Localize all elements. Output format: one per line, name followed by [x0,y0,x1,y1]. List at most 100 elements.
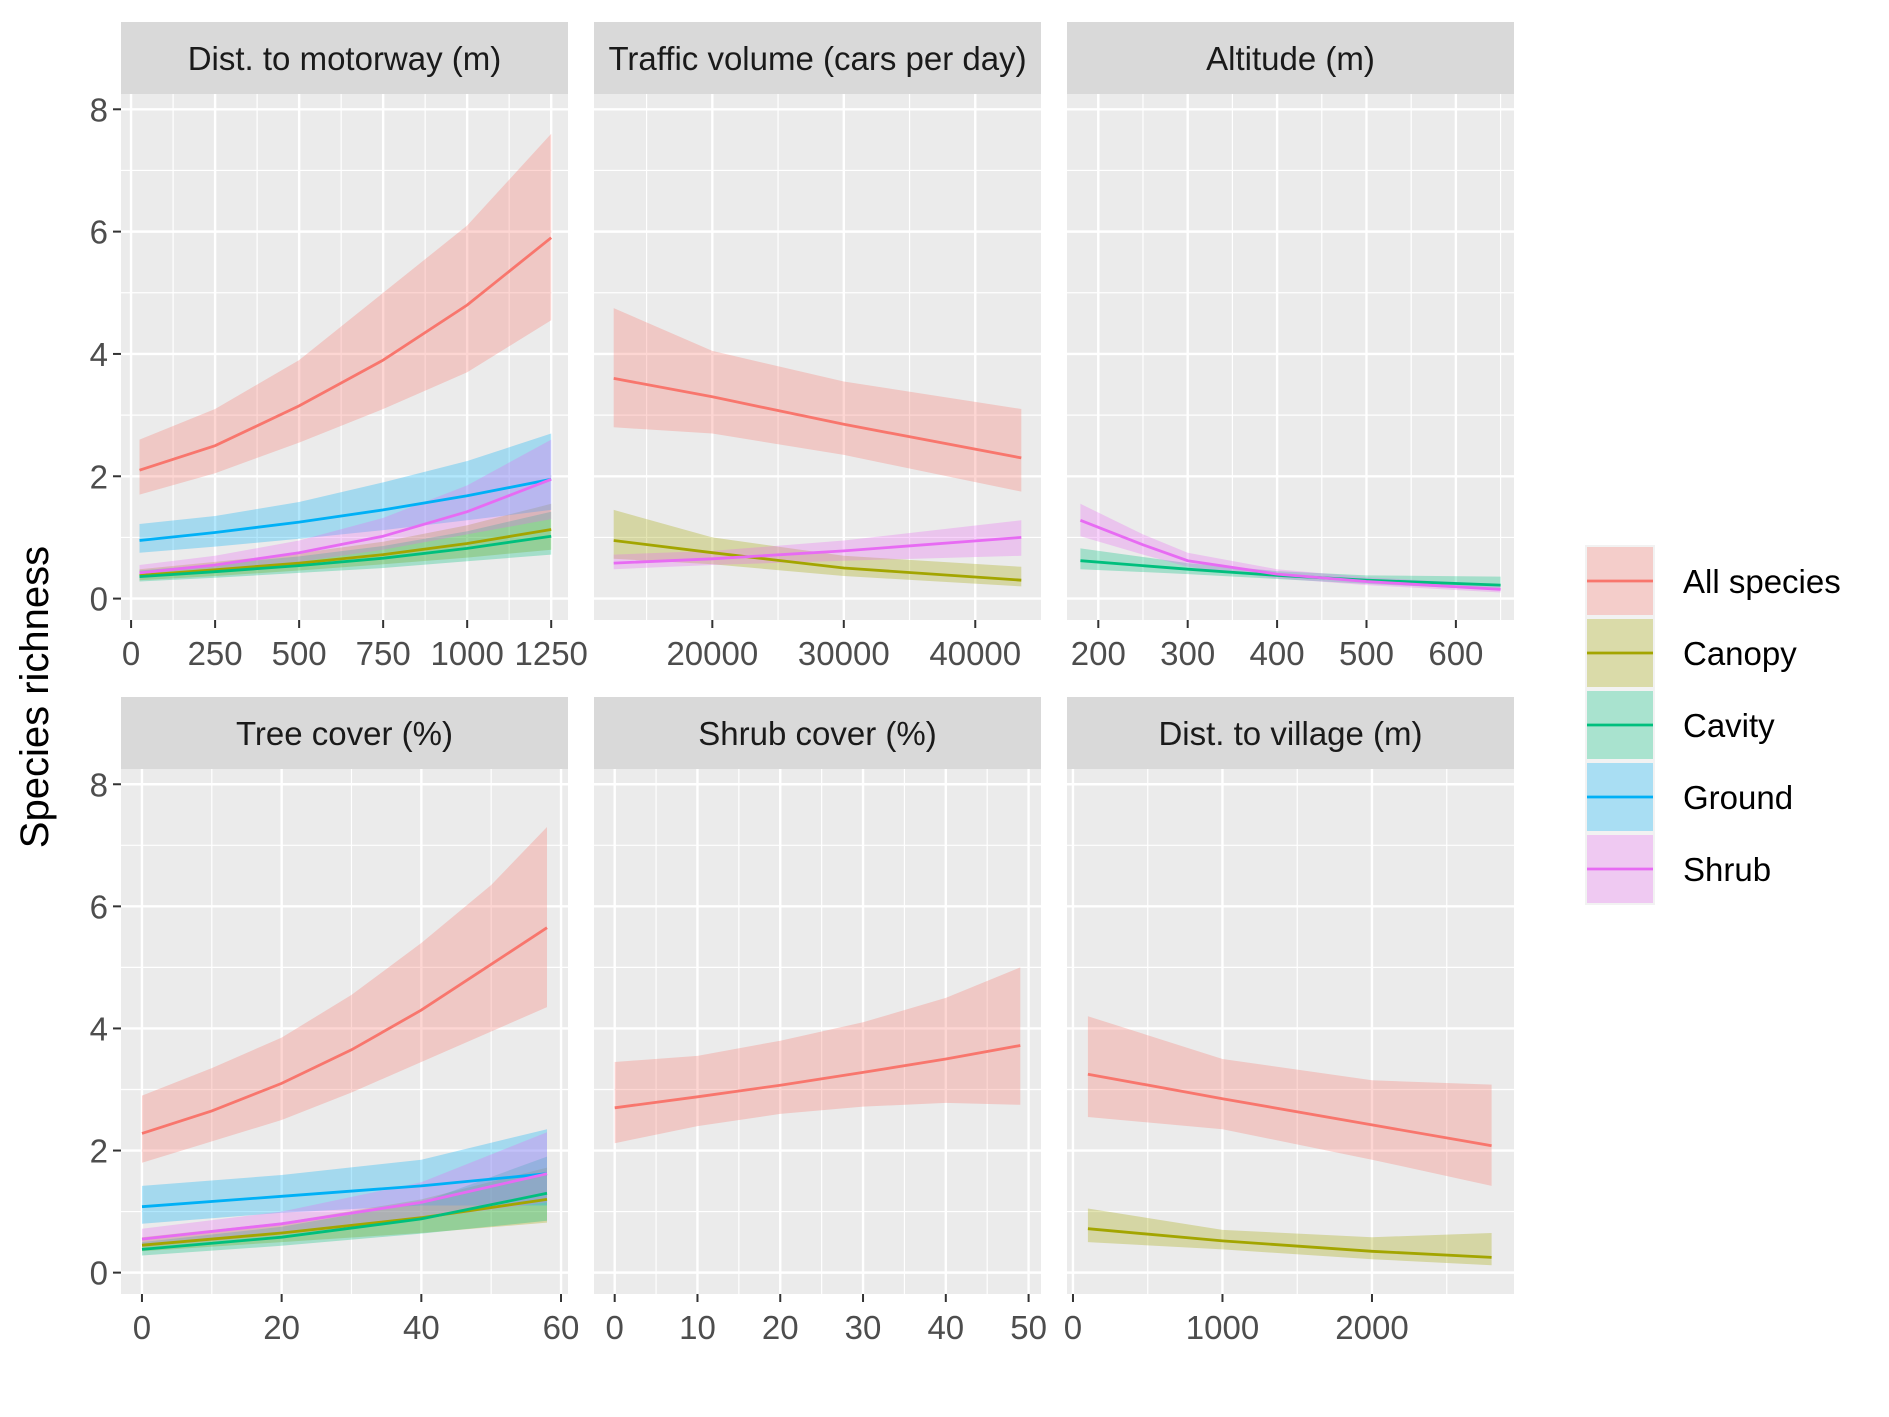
legend-item-ground: Ground [1585,761,1793,833]
panel-dist-to-village-m-line-all-species [1087,1072,1492,1148]
panel-tree-cover-x-tick-label: 20 [263,1309,300,1346]
panel-shrub-cover-title: Shrub cover (%) [698,715,936,752]
panel-dist-to-motorway-m-x-tick-label: 1000 [430,635,503,672]
panel-altitude-m-background [1067,94,1514,620]
panel-altitude-m-x-tick-label: 300 [1160,635,1215,672]
panel-dist-to-village-m-title: Dist. to village (m) [1158,715,1422,752]
panel-dist-to-village-m-x-tick-label: 0 [1064,1309,1082,1346]
panel-shrub-cover-x-tick-label: 50 [1010,1309,1047,1346]
panel-tree-cover-line-all-species [141,926,548,1135]
panel-dist-to-motorway-m-ribbon-shrub [139,439,552,579]
legend-label: All species [1683,563,1841,600]
panel-tree-cover-strip [121,697,568,769]
panel-tree-cover-ribbon-all-species [142,827,547,1163]
panel-dist-to-village-m-background [1067,769,1514,1294]
panel-shrub-cover-x-tick-label: 20 [762,1309,799,1346]
panel-shrub-cover-strip [594,697,1041,769]
panel-shrub-cover-x-tick-label: 0 [606,1309,624,1346]
panel-traffic-volume-cars-per-day-ribbon-shrub [613,520,1022,570]
panel-tree-cover-title: Tree cover (%) [236,715,453,752]
panel-shrub-cover-x-tick-label: 30 [845,1309,882,1346]
panel-shrub-cover: Shrub cover (%) 0 10 20 30 40 50 [594,697,1047,1346]
panel-tree-cover-y-tick-label: 8 [90,766,108,803]
panel-traffic-volume-cars-per-day-title: Traffic volume (cars per day) [608,40,1026,77]
legend-label: Shrub [1683,851,1771,888]
panel-traffic-volume-cars-per-day-x-tick-label: 30000 [798,635,890,672]
panel-altitude-m-line-shrub [1079,518,1501,591]
panel-tree-cover: Tree cover (%) 0 2 4 6 8 0 20 40 60 [90,697,580,1346]
panel-dist-to-village-m-line-canopy [1087,1227,1492,1259]
panel-dist-to-motorway-m: Dist. to motorway (m) 0 2 4 6 8 0 250 500 750 1000… [90,22,588,672]
panel-dist-to-motorway-m-y-tick-label: 8 [90,91,108,128]
panel-dist-to-village-m-ribbon-all-species [1087,1016,1492,1186]
panel-traffic-volume-cars-per-day-line-shrub [613,536,1022,565]
panel-shrub-cover-background [594,769,1041,1294]
panel-shrub-cover-x-tick-label: 40 [927,1309,964,1346]
panel-tree-cover-x-tick-label: 40 [403,1309,440,1346]
panel-dist-to-motorway-m-title: Dist. to motorway (m) [188,40,502,77]
panel-dist-to-motorway-m-x-tick-label: 500 [272,635,327,672]
panel-tree-cover-y-tick-label: 4 [90,1010,108,1047]
panel-dist-to-motorway-m-y-tick-label: 0 [90,581,108,618]
panel-traffic-volume-cars-per-day-x-tick-label: 20000 [666,635,758,672]
panel-tree-cover-line-shrub [141,1172,548,1241]
panel-dist-to-motorway-m-line-ground [139,477,552,542]
panel-shrub-cover-ribbon-all-species [614,967,1021,1144]
panel-traffic-volume-cars-per-day-line-canopy [613,539,1022,582]
panel-dist-to-motorway-m-line-all-species [139,236,553,472]
panel-dist-to-village-m-x-tick-label: 1000 [1186,1309,1259,1346]
legend: All species Canopy Cavity Ground Shrub [1585,545,1841,905]
legend-label: Ground [1683,779,1793,816]
panel-dist-to-motorway-m-y-tick-label: 2 [90,458,108,495]
panel-dist-to-village-m: Dist. to village (m) 0 1000 2000 [1064,697,1514,1346]
panel-altitude-m-x-tick-label: 400 [1250,635,1305,672]
panel-altitude-m-title: Altitude (m) [1206,40,1375,77]
panel-tree-cover-line-cavity [141,1191,548,1251]
panel-tree-cover-ribbon-cavity [142,1156,547,1256]
panel-dist-to-motorway-m-ribbon-ground [139,433,552,553]
panel-tree-cover-line-ground [141,1172,548,1209]
legend-item-all-species: All species [1585,545,1841,617]
legend-item-canopy: Canopy [1585,617,1797,689]
panel-dist-to-village-m-strip [1067,697,1514,769]
panel-traffic-volume-cars-per-day-background [594,94,1041,620]
panel-traffic-volume-cars-per-day-strip [594,22,1041,94]
panel-altitude-m-strip [1067,22,1514,94]
legend-label: Cavity [1683,707,1775,744]
panel-tree-cover-x-tick-label: 0 [133,1309,151,1346]
panel-dist-to-village-m-x-tick-label: 2000 [1335,1309,1408,1346]
panel-tree-cover-y-tick-label: 2 [90,1133,108,1170]
panel-traffic-volume-cars-per-day-ribbon-canopy [613,509,1022,587]
panel-traffic-volume-cars-per-day-x-tick-label: 40000 [929,635,1021,672]
panel-tree-cover-ribbon-canopy [142,1167,547,1252]
panel-altitude-m-x-tick-label: 500 [1339,635,1394,672]
panel-shrub-cover-x-tick-label: 10 [679,1309,716,1346]
panel-dist-to-motorway-m-strip [121,22,568,94]
panel-tree-cover-line-canopy [141,1198,548,1247]
legend-item-shrub: Shrub [1585,833,1771,905]
legend-label: Canopy [1683,635,1797,672]
y-axis-title: Species richness [13,546,57,848]
panel-altitude-m-x-tick-label: 200 [1071,635,1126,672]
panel-tree-cover-ribbon-shrub [142,1132,547,1247]
panel-altitude-m-ribbon-cavity [1080,548,1501,590]
panel-tree-cover-y-tick-label: 0 [90,1255,108,1292]
panel-dist-to-motorway-m-background [121,94,568,620]
panel-dist-to-motorway-m-x-tick-label: 250 [188,635,243,672]
panel-dist-to-motorway-m-x-tick-label: 0 [122,635,140,672]
panel-dist-to-motorway-m-x-tick-label: 1250 [514,635,587,672]
panel-dist-to-motorway-m-line-canopy [139,528,552,577]
panel-dist-to-motorway-m-line-cavity [139,534,552,578]
legend-item-cavity: Cavity [1585,689,1775,761]
panel-tree-cover-y-tick-label: 6 [90,888,108,925]
panel-dist-to-motorway-m-y-tick-label: 4 [90,336,108,373]
panel-shrub-cover-line-all-species [614,1044,1021,1110]
panel-tree-cover-x-tick-label: 60 [543,1309,580,1346]
panel-traffic-volume-cars-per-day-line-all-species [613,377,1022,460]
panel-dist-to-motorway-m-y-tick-label: 6 [90,214,108,251]
panel-dist-to-motorway-m-ribbon-cavity [139,511,552,582]
panel-dist-to-motorway-m-ribbon-all-species [139,133,552,495]
panel-traffic-volume-cars-per-day: Traffic volume (cars per day) 20000 30000 4… [594,22,1041,672]
